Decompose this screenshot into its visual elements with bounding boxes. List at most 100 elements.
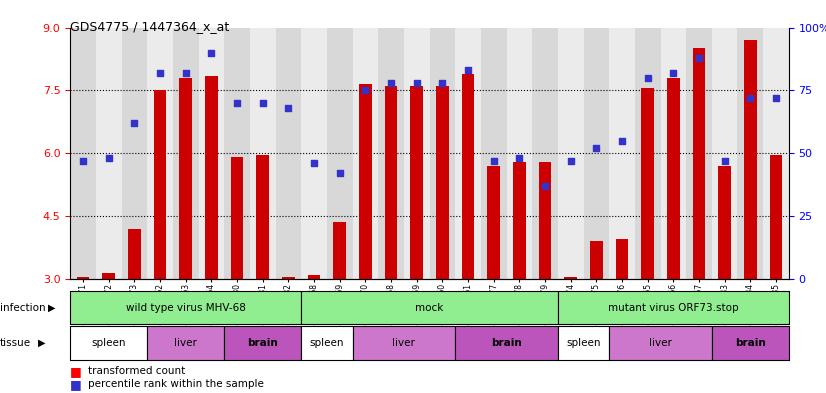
Text: spleen: spleen xyxy=(567,338,601,348)
Point xyxy=(564,158,577,164)
Bar xyxy=(686,28,712,279)
Text: spleen: spleen xyxy=(92,338,126,348)
Point xyxy=(154,70,167,76)
Point xyxy=(487,158,501,164)
Point xyxy=(102,155,116,162)
Point xyxy=(513,155,526,162)
Bar xyxy=(385,86,397,279)
Text: brain: brain xyxy=(735,338,766,348)
Bar xyxy=(404,28,430,279)
Text: ▶: ▶ xyxy=(38,338,45,348)
Bar xyxy=(256,155,269,279)
Bar xyxy=(70,291,301,324)
Bar xyxy=(121,28,147,279)
Bar xyxy=(692,48,705,279)
Bar xyxy=(301,28,327,279)
Bar xyxy=(436,86,449,279)
Bar xyxy=(301,326,353,360)
Bar xyxy=(513,162,526,279)
Bar xyxy=(147,28,173,279)
Bar xyxy=(564,277,577,279)
Bar xyxy=(719,166,731,279)
Bar xyxy=(609,326,712,360)
Point xyxy=(692,55,705,61)
Bar xyxy=(558,326,609,360)
Bar xyxy=(230,158,244,279)
Bar xyxy=(173,28,198,279)
Bar xyxy=(359,84,372,279)
Point xyxy=(436,80,449,86)
Text: brain: brain xyxy=(491,338,522,348)
Point xyxy=(205,50,218,56)
Bar xyxy=(327,28,353,279)
Bar xyxy=(198,28,224,279)
Bar xyxy=(307,275,320,279)
Point xyxy=(77,158,90,164)
Bar xyxy=(661,28,686,279)
Point xyxy=(641,75,654,81)
Point xyxy=(307,160,320,167)
Bar xyxy=(590,241,603,279)
Text: liver: liver xyxy=(392,338,415,348)
Bar xyxy=(487,166,500,279)
Point xyxy=(743,95,757,101)
Bar xyxy=(70,28,96,279)
Text: mutant virus ORF73.stop: mutant virus ORF73.stop xyxy=(608,303,738,312)
Text: ■: ■ xyxy=(70,378,82,391)
Bar xyxy=(411,86,423,279)
Bar xyxy=(378,28,404,279)
Bar xyxy=(301,291,558,324)
Text: mock: mock xyxy=(415,303,444,312)
Bar xyxy=(583,28,609,279)
Point xyxy=(718,158,731,164)
Bar xyxy=(763,28,789,279)
Bar xyxy=(128,229,140,279)
Bar xyxy=(667,78,680,279)
Text: tissue: tissue xyxy=(0,338,31,348)
Point xyxy=(333,170,346,176)
Point xyxy=(667,70,680,76)
Bar xyxy=(635,28,661,279)
Text: wild type virus MHV-68: wild type virus MHV-68 xyxy=(126,303,245,312)
Bar xyxy=(532,28,558,279)
Point xyxy=(539,183,552,189)
Text: transformed count: transformed count xyxy=(88,366,186,376)
Point xyxy=(358,87,372,94)
Bar xyxy=(147,326,224,360)
Point xyxy=(128,120,141,126)
Bar xyxy=(481,28,506,279)
Text: infection: infection xyxy=(0,303,45,312)
Point xyxy=(179,70,192,76)
Bar xyxy=(712,326,789,360)
Point xyxy=(384,80,397,86)
Bar xyxy=(506,28,532,279)
Bar xyxy=(179,78,192,279)
Text: GDS4775 / 1447364_x_at: GDS4775 / 1447364_x_at xyxy=(70,20,230,33)
Bar xyxy=(102,273,115,279)
Text: spleen: spleen xyxy=(310,338,344,348)
Bar xyxy=(455,326,558,360)
Bar xyxy=(744,40,757,279)
Point xyxy=(462,67,475,73)
Bar xyxy=(615,239,629,279)
Text: ■: ■ xyxy=(70,365,82,378)
Bar xyxy=(430,28,455,279)
Bar xyxy=(70,326,147,360)
Text: liver: liver xyxy=(649,338,672,348)
Bar xyxy=(462,73,474,279)
Bar xyxy=(738,28,763,279)
Bar xyxy=(249,28,276,279)
Bar xyxy=(224,326,301,360)
Bar xyxy=(154,90,167,279)
Bar xyxy=(353,326,455,360)
Point xyxy=(410,80,423,86)
Point xyxy=(769,95,782,101)
Bar xyxy=(712,28,738,279)
Text: brain: brain xyxy=(247,338,278,348)
Bar xyxy=(641,88,654,279)
Point xyxy=(615,138,629,144)
Bar xyxy=(282,277,295,279)
Point xyxy=(590,145,603,151)
Bar xyxy=(224,28,249,279)
Point xyxy=(256,100,269,106)
